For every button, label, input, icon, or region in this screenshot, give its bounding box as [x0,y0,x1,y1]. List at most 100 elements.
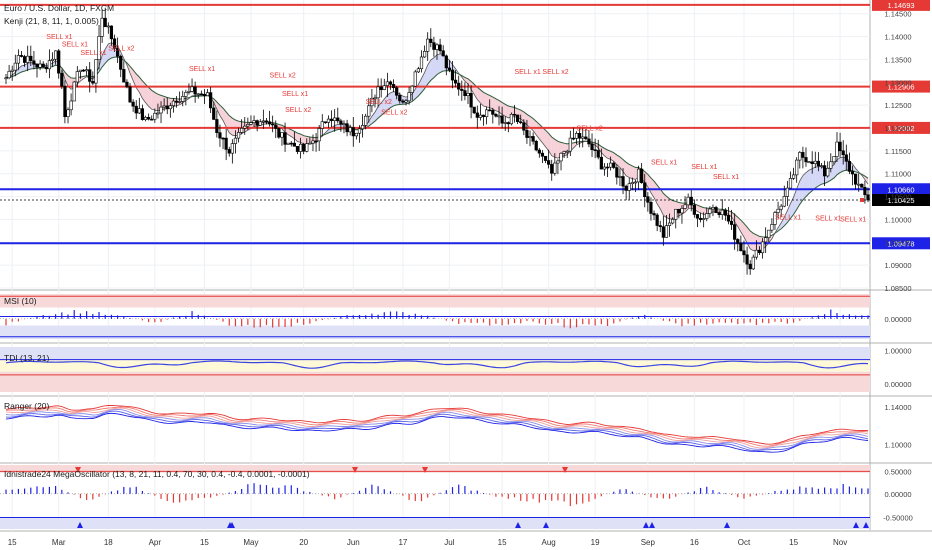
sell-signal-label: SELL x1 [515,69,541,76]
kenji-cloud [700,206,704,215]
panel-axis-tick: 0.00000 [884,490,911,499]
kenji-cloud [551,136,555,158]
panel-axis-tick: 1.00000 [884,347,911,356]
kenji-cloud [145,84,149,107]
candle-body [466,93,470,96]
kenji-cloud [21,65,25,73]
panel-band [0,517,870,529]
kenji-cloud [502,102,506,117]
kenji-cloud [663,193,667,218]
time-axis-label: 19 [591,538,600,547]
candle-body [258,121,262,126]
candle-body [695,214,700,219]
candle-body [69,100,73,111]
candle-body [410,85,414,93]
candle-body [308,142,312,145]
signal-arrow-up [515,522,521,528]
kenji-cloud [539,124,543,143]
kenji-cloud [157,94,162,111]
time-axis-label: 16 [690,538,699,547]
kenji-cloud [750,230,754,251]
candle-body [10,69,14,72]
candle-body [590,143,594,151]
candle-body [63,85,67,117]
candle-body [240,127,244,133]
candle-body [147,116,151,120]
candle-body [500,115,504,124]
candle-body [13,62,17,71]
candle-body [488,109,492,112]
candle-body [47,60,52,70]
kenji-cloud [130,66,134,81]
candle-body [776,208,780,213]
candle-body [826,168,830,177]
kenji-cloud [852,163,856,172]
candle-body [562,151,566,154]
kenji-cloud [371,112,375,124]
chart-title: Euro / U.S. Dollar, 1D, FXCM [4,3,115,13]
candle-body [236,132,241,139]
kenji-cloud [660,189,664,216]
candle-body [143,116,148,120]
time-axis-label: 15 [789,538,798,547]
panel-band [0,347,870,360]
time-axis-label: Mar [52,538,66,547]
candle-body [540,152,545,157]
kenji-cloud [18,65,22,74]
ranger-band-line [5,405,869,445]
candle-body [171,100,176,106]
candle-body [202,93,207,97]
candle-body [122,69,126,83]
indicator-label-msi: MSI (10) [4,296,37,306]
candle-body [711,207,715,210]
kenji-cloud [833,159,837,179]
candle-body [671,219,675,224]
candle-body [683,204,687,209]
candle-body [311,140,315,144]
candle-body [485,109,489,118]
candle-body [568,137,572,152]
level-price-label: 1.12906 [887,83,914,92]
candle-body [367,105,371,117]
candle-body [677,208,681,214]
candle-body [50,58,55,61]
candle-body [841,150,845,156]
candle-body [798,152,802,161]
candle-body [97,36,101,60]
candle-body [243,125,247,129]
candle-body [537,149,541,154]
candle-body [295,146,300,152]
kenji-cloud [626,162,630,178]
candle-body [153,112,157,120]
candle-body [233,137,238,144]
candle-body [261,120,265,123]
sell-signal-label: SELL x2 [285,107,311,114]
candle-body [292,142,296,147]
candle-body [23,56,27,63]
candle-body [426,38,430,52]
candle-body [348,127,352,133]
kenji-cloud [136,73,140,93]
candle-body [516,114,520,123]
candle-body [770,224,774,231]
candle-body [742,250,746,256]
candle-body [547,160,551,165]
candle-body [463,90,467,96]
kenji-slow-line [5,56,869,238]
candle-body [385,81,389,86]
sell-signal-label: SELL x1 [80,50,106,57]
candle-body [819,165,824,167]
kenji-cloud [781,216,785,229]
candle-body [360,125,365,130]
level-price-label: 1.12002 [887,124,914,133]
candle-body [674,208,678,220]
kenji-cloud [610,151,614,162]
kenji-cloud [697,205,701,214]
kenji-cloud [564,143,568,156]
kenji-cloud [818,166,822,187]
candle-body [212,107,216,120]
kenji-cloud [734,214,738,227]
level-price-box [872,237,930,250]
signal-arrow-up [649,522,655,528]
sell-signal-label: SELL x1 [62,42,88,49]
